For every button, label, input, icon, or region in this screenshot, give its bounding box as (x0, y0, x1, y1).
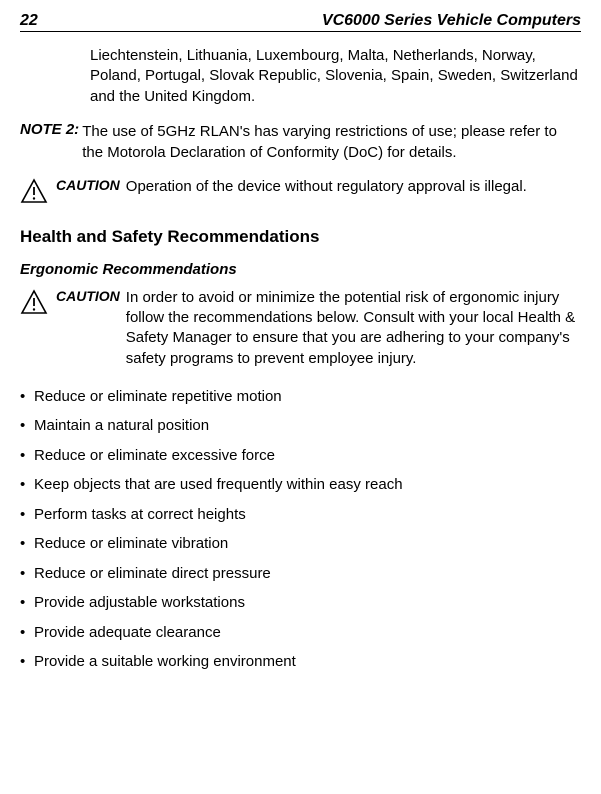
caution-text: Operation of the device without regulato… (126, 177, 527, 197)
document-title: VC6000 Series Vehicle Computers (322, 12, 581, 30)
subsection-heading: Ergonomic Recommendations (20, 261, 581, 278)
note-label: NOTE 2: (20, 121, 82, 163)
caution-block-1: CAUTION Operation of the device without … (20, 177, 581, 209)
page-header: 22 VC6000 Series Vehicle Computers (20, 12, 581, 32)
recommendation-list: Reduce or eliminate repetitive motion Ma… (20, 387, 581, 682)
list-item: Reduce or eliminate direct pressure (20, 564, 581, 594)
warning-icon (20, 178, 50, 209)
list-item: Maintain a natural position (20, 416, 581, 446)
list-item: Reduce or eliminate repetitive motion (20, 387, 581, 417)
list-item: Provide a suitable working environment (20, 652, 581, 682)
caution-block-2: CAUTION In order to avoid or minimize th… (20, 288, 581, 369)
section-heading: Health and Safety Recommendations (20, 227, 581, 247)
list-item: Keep objects that are used frequently wi… (20, 475, 581, 505)
list-item: Perform tasks at correct heights (20, 505, 581, 535)
continuation-paragraph: Liechtenstein, Lithuania, Luxembourg, Ma… (90, 46, 581, 107)
list-item: Reduce or eliminate vibration (20, 534, 581, 564)
list-item: Provide adjustable workstations (20, 593, 581, 623)
list-item: Provide adequate clearance (20, 623, 581, 653)
note-2-block: NOTE 2: The use of 5GHz RLAN's has varyi… (20, 121, 581, 163)
page-number: 22 (20, 12, 38, 30)
note-text: The use of 5GHz RLAN's has varying restr… (82, 121, 581, 163)
page-content: 22 VC6000 Series Vehicle Computers Liech… (0, 0, 601, 702)
caution-label: CAUTION (50, 288, 126, 304)
caution-label: CAUTION (50, 177, 126, 193)
warning-icon (20, 289, 50, 320)
list-item: Reduce or eliminate excessive force (20, 446, 581, 476)
caution-text: In order to avoid or minimize the potent… (126, 288, 581, 369)
